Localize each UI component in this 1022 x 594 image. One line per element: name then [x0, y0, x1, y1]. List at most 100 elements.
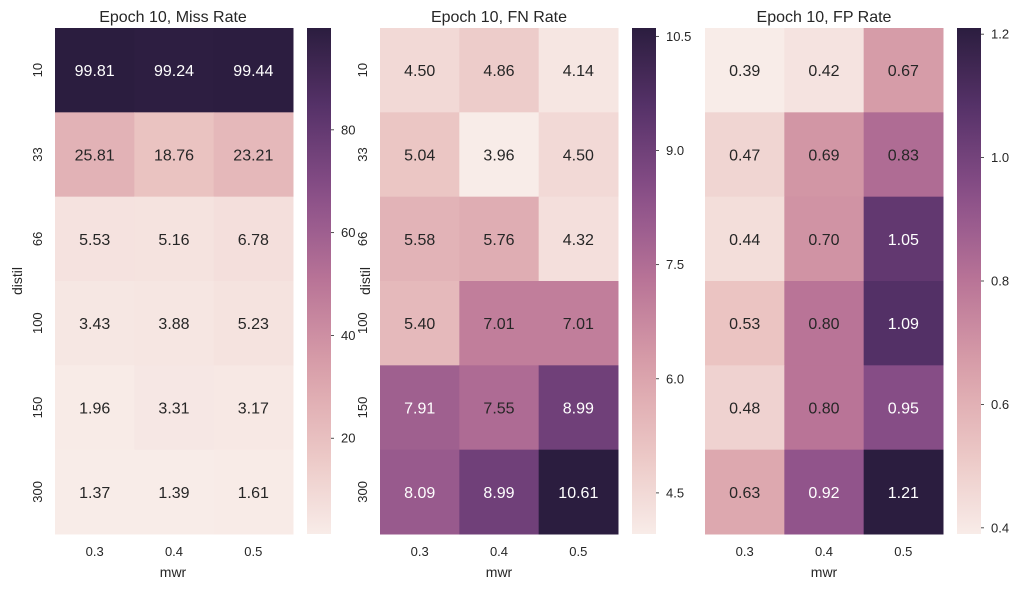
cell-value-label: 4.50 [404, 63, 435, 80]
heatmap-cell [134, 112, 215, 198]
heatmap-cell [538, 281, 619, 366]
heatmap-cell [784, 28, 865, 113]
heatmap-cell [863, 365, 944, 451]
x-axis-label: mwr [160, 564, 187, 580]
cell-value-label: 0.48 [729, 401, 760, 418]
x-axis-label: mwr [486, 564, 513, 580]
cell-value-label: 1.37 [79, 485, 110, 502]
cell-value-label: 6.78 [238, 232, 269, 249]
x-tick-label: 0.4 [815, 544, 833, 559]
cell-value-label: 0.44 [729, 232, 760, 249]
x-tick-label: 0.3 [86, 544, 104, 559]
colorbar-tick-label: 0.4 [991, 520, 1009, 535]
cell-value-label: 1.61 [238, 485, 269, 502]
heatmap-cell [134, 281, 215, 366]
heatmap-cell [863, 449, 944, 535]
heatmap-cell [380, 365, 460, 451]
colorbar [307, 28, 331, 534]
heatmap-cell [213, 449, 294, 535]
cell-value-label: 18.76 [154, 148, 194, 165]
cell-value-label: 7.01 [563, 316, 594, 333]
heatmap-cell [459, 28, 540, 113]
cell-value-label: 3.17 [238, 401, 269, 418]
cell-value-label: 3.43 [79, 316, 110, 333]
panel-title: Epoch 10, FN Rate [431, 9, 567, 26]
heatmap-panel-1: 99.81 99.24 99.44 25.81 18.76 23.21 5.53 5.16 6.… [9, 9, 355, 580]
heatmap-cell [213, 196, 294, 282]
cell-value-label: 1.21 [888, 485, 919, 502]
y-tick-label: 150 [30, 397, 45, 419]
heatmap-cell [705, 365, 785, 451]
heatmap-cell [863, 112, 944, 198]
heatmap-cell [55, 365, 135, 451]
heatmap-cell [863, 196, 944, 282]
cell-value-label: 0.80 [808, 316, 839, 333]
cell-value-label: 0.83 [888, 148, 919, 165]
heatmap-cell [213, 28, 294, 113]
colorbar-tick-label: 7.5 [666, 257, 684, 272]
cell-value-label: 1.05 [888, 232, 919, 249]
cell-value-label: 0.63 [729, 485, 760, 502]
colorbar-tick-label: 4.5 [666, 485, 684, 500]
heatmap-cell [705, 28, 785, 113]
heatmap-cell [134, 365, 215, 451]
x-tick-label: 0.3 [736, 544, 754, 559]
y-tick-label: 66 [355, 232, 370, 246]
colorbar-tick-label: 10.5 [666, 29, 691, 44]
y-axis-label: distil [357, 267, 373, 295]
heatmap-cell [705, 196, 785, 282]
heatmap-cell [55, 28, 135, 113]
colorbar-tick-label: 6.0 [666, 371, 684, 386]
colorbar-tick-label: 0.8 [991, 274, 1009, 289]
heatmap-cell [705, 112, 785, 198]
cell-value-label: 0.69 [808, 148, 839, 165]
cell-value-label: 1.96 [79, 401, 110, 418]
cell-value-label: 3.88 [158, 316, 189, 333]
cell-value-label: 99.24 [154, 63, 194, 80]
heatmap-cell [863, 281, 944, 366]
heatmap-cell [55, 196, 135, 282]
heatmap-cell [380, 281, 460, 366]
cell-value-label: 3.31 [158, 401, 189, 418]
cell-value-label: 8.99 [483, 485, 514, 502]
colorbar-tick-label: 1.2 [991, 27, 1009, 42]
cell-value-label: 1.39 [158, 485, 189, 502]
y-axis-label: distil [9, 267, 25, 295]
cell-value-label: 4.86 [483, 63, 514, 80]
colorbar-tick-label: 0.6 [991, 397, 1009, 412]
cell-value-label: 0.92 [808, 485, 839, 502]
heatmap-cell [459, 112, 540, 198]
y-tick-label: 10 [355, 63, 370, 77]
cell-value-label: 5.53 [79, 232, 110, 249]
x-tick-label: 0.4 [165, 544, 183, 559]
cell-value-label: 4.14 [563, 63, 594, 80]
cell-value-label: 0.95 [888, 401, 919, 418]
colorbar [957, 28, 981, 534]
heatmap-panel-3: 0.39 0.42 0.67 0.47 0.69 0.83 0.44 0.70 1.05 0.53… [705, 9, 1009, 580]
colorbar-tick-label: 9.0 [666, 143, 684, 158]
colorbar-tick-label: 1.0 [991, 150, 1009, 165]
cell-value-label: 99.81 [75, 63, 115, 80]
heatmap-cell [784, 365, 865, 451]
colorbar-tick-label: 60 [341, 225, 355, 240]
x-axis-label: mwr [811, 564, 838, 580]
y-tick-label: 150 [355, 397, 370, 419]
cell-value-label: 0.67 [888, 63, 919, 80]
cell-value-label: 0.70 [808, 232, 839, 249]
heatmap-cell [538, 196, 619, 282]
heatmap-cell [538, 365, 619, 451]
cell-value-label: 10.61 [558, 485, 598, 502]
cell-value-label: 5.76 [483, 232, 514, 249]
heatmap-cell [784, 449, 865, 535]
cell-value-label: 7.91 [404, 401, 435, 418]
x-tick-label: 0.3 [411, 544, 429, 559]
heatmap-cell [55, 449, 135, 535]
cell-value-label: 5.04 [404, 148, 435, 165]
heatmap-cell [459, 365, 540, 451]
heatmap-cell [784, 112, 865, 198]
cell-value-label: 0.47 [729, 148, 760, 165]
heatmap-cell [784, 196, 865, 282]
x-tick-label: 0.4 [490, 544, 508, 559]
x-tick-label: 0.5 [569, 544, 587, 559]
